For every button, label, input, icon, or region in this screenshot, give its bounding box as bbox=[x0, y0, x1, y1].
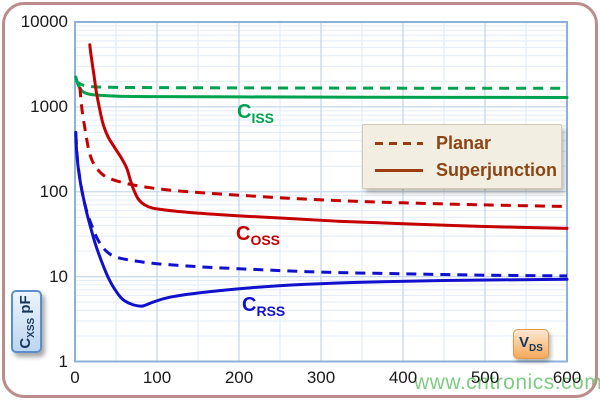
x-axis-label: VDS bbox=[519, 334, 543, 354]
x-tick-600: 600 bbox=[552, 368, 582, 387]
crss-curve-label: CRSS bbox=[242, 294, 286, 319]
y-axis-label: CXSS pF bbox=[16, 294, 37, 349]
x-tick-400: 400 bbox=[388, 368, 418, 387]
legend-item-planar: Planar bbox=[375, 133, 561, 153]
plot-border bbox=[74, 21, 568, 363]
x-tick-200: 200 bbox=[224, 368, 254, 387]
x-tick-300: 300 bbox=[306, 368, 336, 387]
x-tick-500: 500 bbox=[470, 368, 500, 387]
x-tick-100: 100 bbox=[142, 368, 172, 387]
series-ciss-planar bbox=[74, 79, 568, 90]
ciss-curve-label: CISS bbox=[237, 101, 275, 126]
planar-dashed-line-sample bbox=[375, 141, 423, 145]
watermark-text: www.cntronics.com bbox=[414, 371, 600, 394]
coss-curve-label: COSS bbox=[236, 223, 281, 248]
series-coss-planar bbox=[78, 87, 568, 208]
y-tick-1: 1 bbox=[58, 351, 68, 371]
y-tick-10000: 10000 bbox=[20, 12, 68, 31]
y-axis-label-box: CXSS pF bbox=[11, 290, 42, 353]
x-axis-label-box: VDS bbox=[513, 329, 549, 359]
y-tick-1000: 1000 bbox=[30, 96, 68, 116]
legend-label-superjunction: Superjunction bbox=[436, 160, 557, 180]
legend: Planar Superjunction bbox=[362, 124, 562, 189]
x-tick-0: 0 bbox=[70, 368, 80, 387]
superjunction-solid-line-sample bbox=[375, 168, 423, 172]
legend-item-superjunction: Superjunction bbox=[375, 160, 561, 180]
legend-label-planar: Planar bbox=[436, 133, 492, 153]
series-crss-superjunction bbox=[74, 130, 569, 308]
y-tick-10: 10 bbox=[49, 266, 68, 286]
series-coss-superjunction bbox=[88, 43, 569, 230]
y-tick-100: 100 bbox=[39, 181, 68, 201]
